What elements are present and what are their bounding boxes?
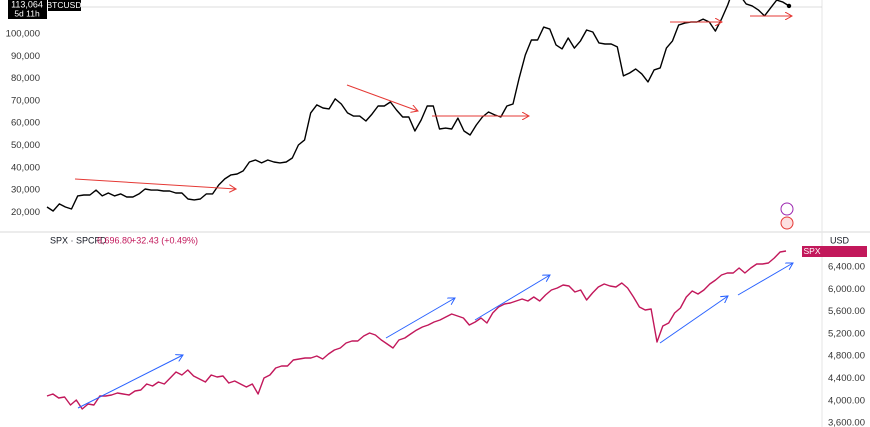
y-tick-label: 5,200.00: [828, 328, 865, 339]
y-tick-label: 4,000.00: [828, 395, 865, 406]
y-tick-label: 40,000: [11, 162, 40, 173]
arrow: [346, 84, 418, 111]
y-tick-label: 5,600.00: [828, 306, 865, 317]
y-tick-label: 20,000: [11, 207, 40, 218]
arrow: [659, 296, 728, 344]
spx-title: SPX · SPCFD: [50, 235, 107, 245]
spx-badge-label: SPX: [803, 246, 820, 256]
spx-plot: [46, 250, 787, 410]
arrow: [737, 263, 793, 296]
y-tick-label: 30,000: [11, 185, 40, 196]
price-badge: [8, 0, 47, 19]
currency: USD: [830, 235, 850, 245]
arrow: [474, 275, 550, 321]
countdown: 5d 11h: [14, 8, 40, 18]
spx-last: 6,696.80: [97, 235, 132, 245]
y-tick-label: 70,000: [11, 95, 40, 106]
price-label: 113,064: [11, 0, 43, 9]
y-tick-label: 4,800.00: [828, 351, 865, 362]
y-tick-label: 3,600.00: [828, 418, 865, 427]
line: [46, 0, 790, 212]
annotations: [74, 16, 793, 409]
y-tick-label: 80,000: [11, 73, 40, 84]
y-tick-label: 60,000: [11, 118, 40, 129]
arrow: [77, 355, 183, 409]
y-tick-label: 6,000.00: [828, 284, 865, 295]
arrow: [385, 298, 455, 339]
last-point: [786, 3, 792, 9]
arrow: [74, 178, 236, 189]
y-tick-label: 6,400.00: [828, 262, 865, 273]
event-icon[interactable]: [780, 216, 794, 230]
spx-last-badge: [822, 246, 867, 257]
line: [46, 250, 787, 410]
event-icon[interactable]: [780, 202, 794, 216]
y-tick-label: 4,400.00: [828, 373, 865, 384]
spx-badge: [802, 246, 822, 257]
symbol: BTCUSD: [47, 0, 82, 10]
y-tick-label: 90,000: [11, 51, 40, 62]
y-tick-label: 50,000: [11, 140, 40, 151]
spx-change: +32.43 (+0.49%): [131, 235, 198, 245]
btc-plot: [46, 0, 792, 212]
symbol-badge: [48, 0, 81, 11]
y-tick-label: 100,000: [6, 29, 40, 40]
